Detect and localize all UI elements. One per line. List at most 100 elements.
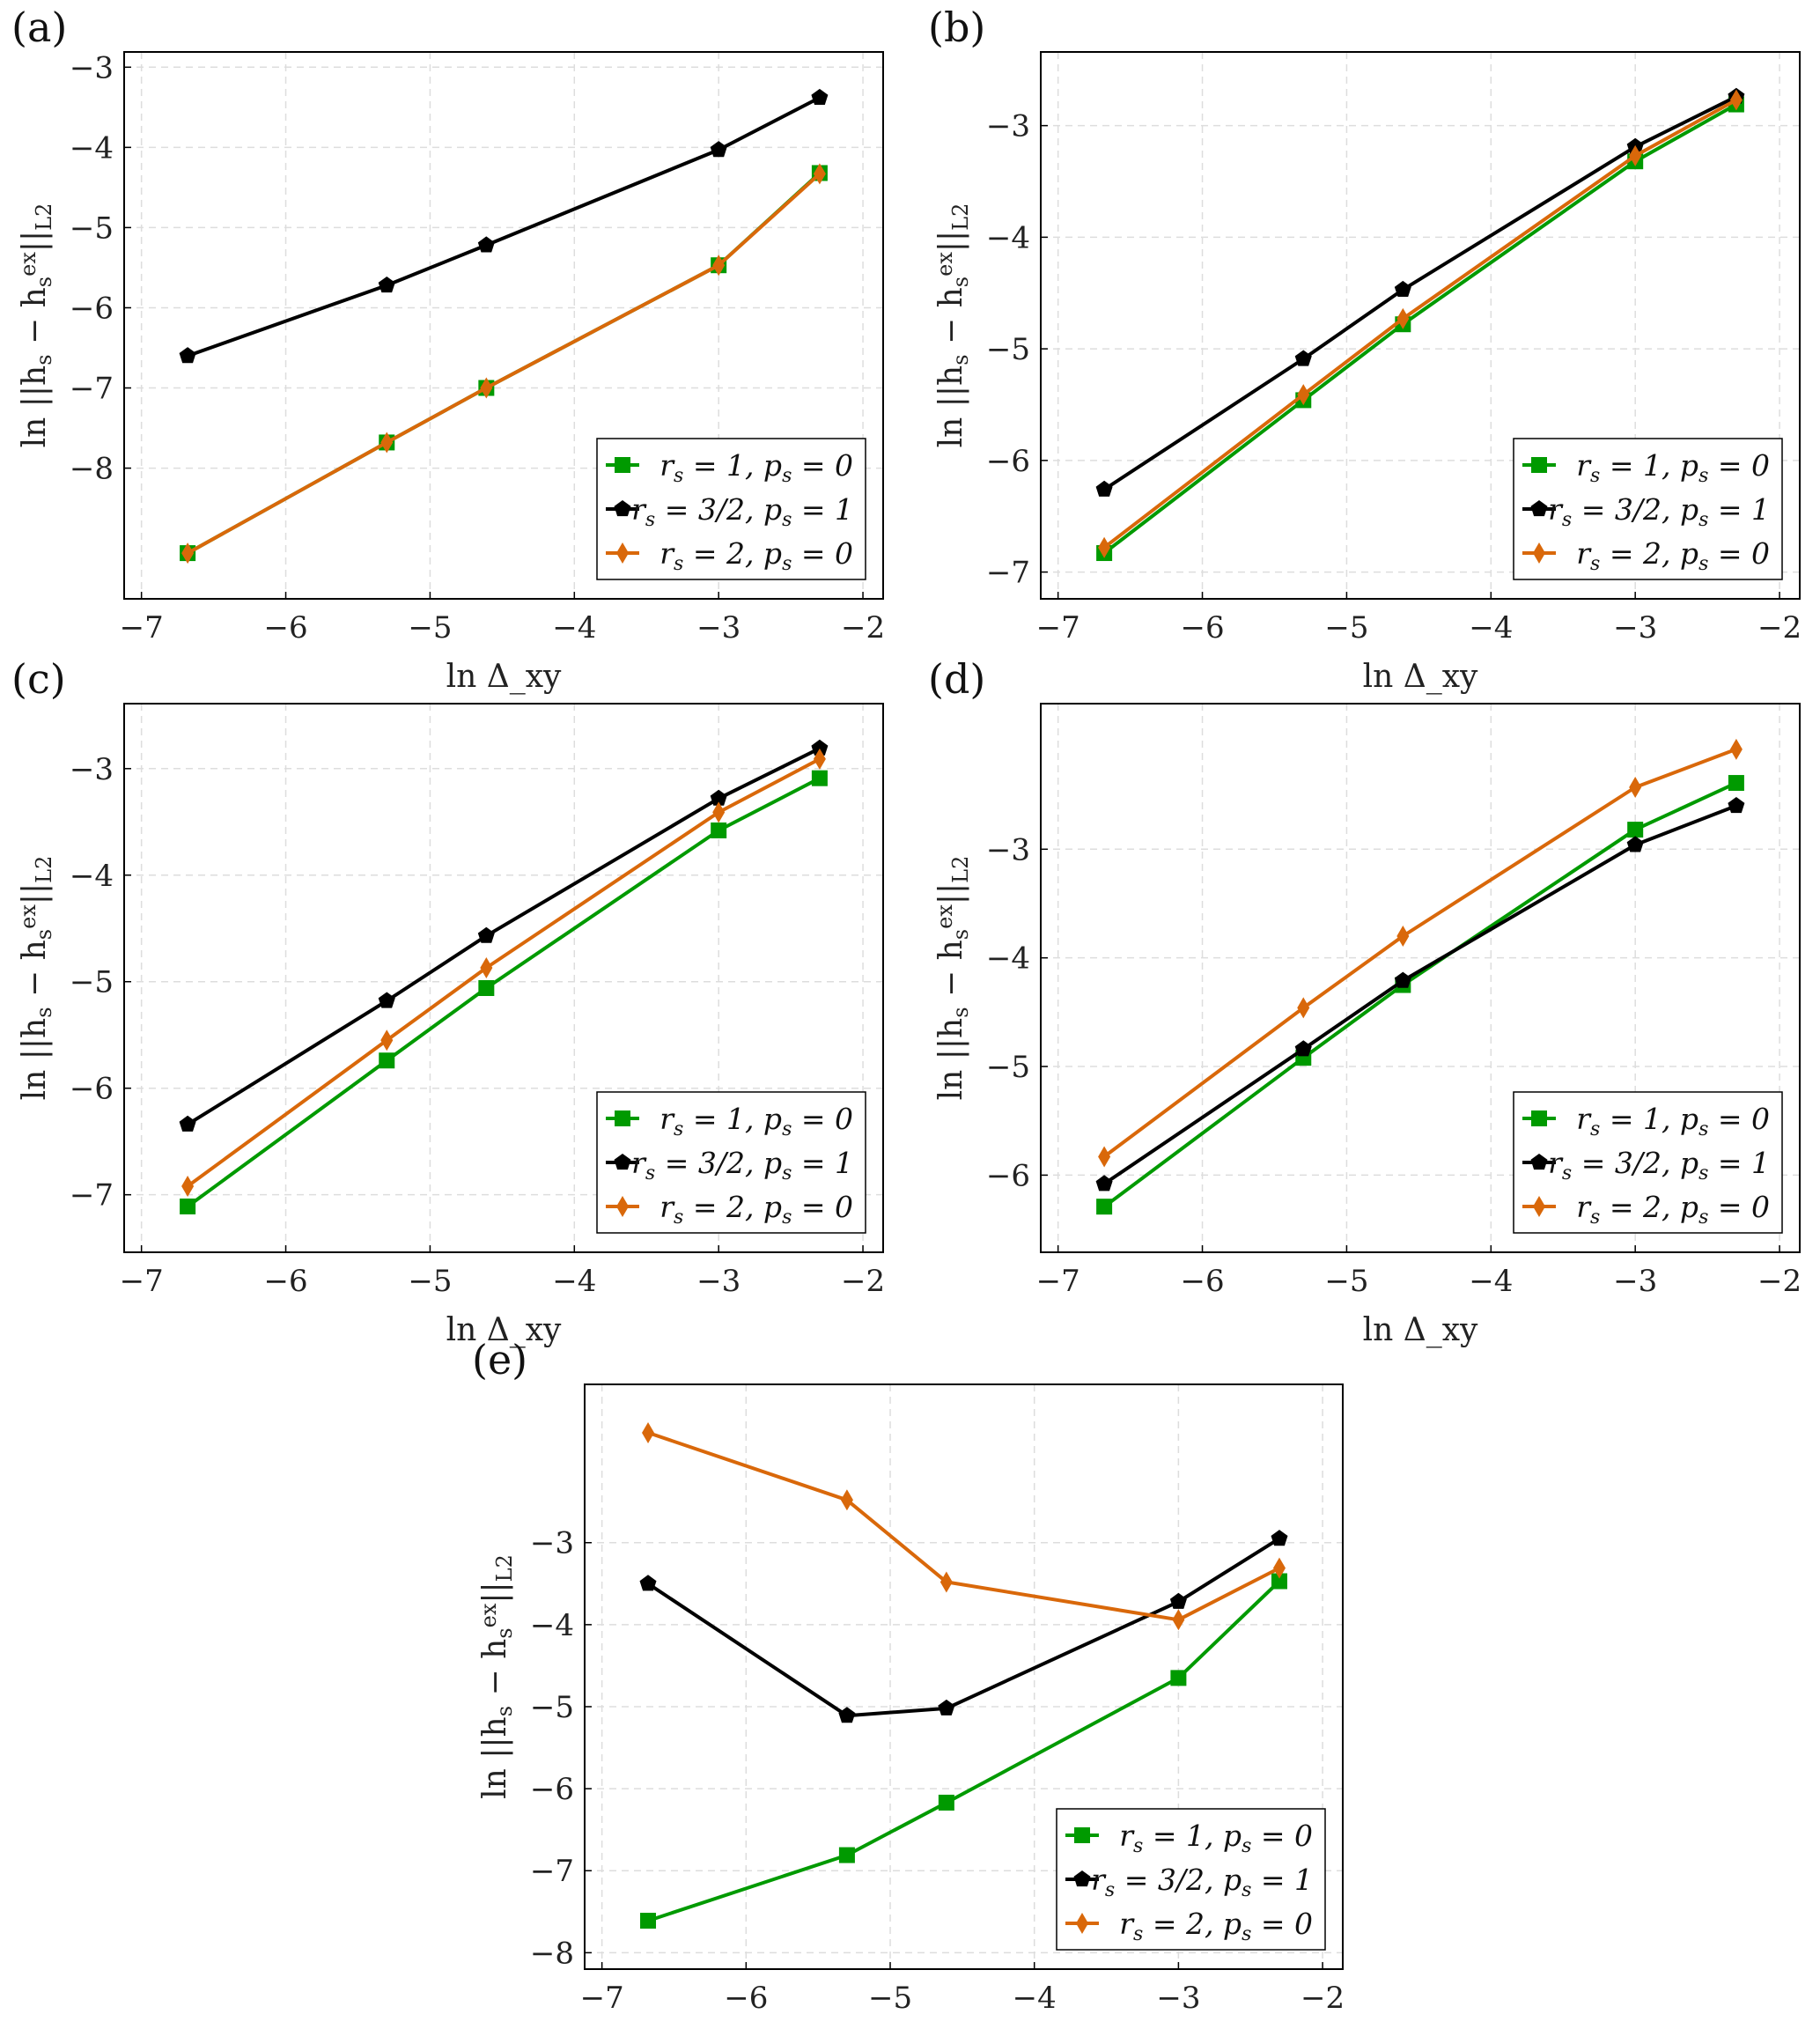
data-point <box>712 255 726 277</box>
y-tick-label: −3 <box>70 50 114 85</box>
series-2 <box>1098 738 1743 1168</box>
legend-label: rs = 2, ps = 0 <box>659 536 853 575</box>
data-point <box>179 1115 196 1132</box>
legend: rs = 1, ps = 0 rs = 3/2, ps = 1 rs = 2, ps… <box>596 1091 866 1234</box>
data-point <box>180 1198 196 1214</box>
x-tick-label: −2 <box>1757 1264 1802 1299</box>
panel-label: (d) <box>928 655 985 703</box>
legend-label: rs = 1, ps = 0 <box>659 448 853 487</box>
y-tick-label: −4 <box>530 1608 574 1643</box>
y-tick-label: −3 <box>70 752 114 787</box>
data-point <box>811 770 828 786</box>
legend-label: rs = 3/2, ps = 1 <box>631 1146 853 1184</box>
data-point <box>378 277 395 293</box>
data-point <box>1272 1557 1286 1579</box>
series-2 <box>642 1421 1286 1631</box>
data-point <box>712 801 726 823</box>
legend-marker <box>1530 500 1548 517</box>
data-point <box>478 979 495 996</box>
legend-box <box>1056 1808 1326 1951</box>
series-0 <box>180 770 828 1214</box>
series-line <box>187 747 821 1126</box>
series-1 <box>1095 797 1745 1192</box>
y-tick-label: −5 <box>986 1050 1030 1085</box>
legend-marker <box>1533 542 1545 564</box>
data-point <box>1297 384 1310 406</box>
data-point <box>1728 797 1745 814</box>
y-tick-label: −3 <box>986 832 1030 867</box>
y-tick-label: −6 <box>986 444 1030 479</box>
panel-b: (b) −7 −6 −5 −4 −3 −2 −7 −6 −5 −4 −3 ln Δ_xy ln ||hs … <box>928 4 1802 695</box>
panel-label: (a) <box>11 4 67 51</box>
legend-label: rs = 2, ps = 0 <box>659 1190 853 1228</box>
y-tick-label: −7 <box>530 1854 574 1889</box>
data-point <box>1629 144 1642 166</box>
data-point <box>1394 971 1411 988</box>
x-tick-label: −7 <box>1036 610 1080 646</box>
data-point <box>1396 926 1410 948</box>
y-tick-label: −5 <box>70 210 114 246</box>
plot-frame <box>123 51 884 600</box>
x-tick-label: −5 <box>1324 610 1368 646</box>
legend-label: rs = 3/2, ps = 1 <box>1091 1863 1313 1901</box>
x-tick-label: −2 <box>841 1264 885 1299</box>
legend-marker <box>1533 1196 1545 1217</box>
x-tick-label: −3 <box>1156 1981 1200 2016</box>
y-tick-label: −5 <box>986 332 1030 367</box>
y-tick-label: −6 <box>70 1072 114 1107</box>
data-point <box>480 377 493 399</box>
plot-frame <box>1040 703 1801 1253</box>
data-point <box>640 1913 657 1929</box>
x-tick-label: −4 <box>1013 1981 1057 2016</box>
legend-marker <box>1074 1827 1090 1843</box>
data-point <box>1629 776 1642 798</box>
data-point <box>840 1489 853 1511</box>
y-tick-label: −7 <box>986 556 1030 591</box>
series-1 <box>639 1530 1288 1723</box>
data-point <box>181 542 195 564</box>
data-point <box>1626 836 1644 852</box>
x-axis-label: ln Δ_xy <box>446 659 562 695</box>
series-2 <box>1098 89 1743 558</box>
legend-box <box>1513 438 1783 580</box>
legend-label: rs = 1, ps = 0 <box>1576 1102 1770 1140</box>
x-tick-label: −5 <box>408 610 452 646</box>
data-point <box>1170 1670 1187 1686</box>
data-point <box>710 141 727 158</box>
x-tick-label: −2 <box>1757 610 1802 646</box>
legend: rs = 1, ps = 0 rs = 3/2, ps = 1 rs = 2, ps… <box>1056 1808 1326 1951</box>
legend-label: rs = 3/2, ps = 1 <box>1548 1146 1770 1184</box>
data-point <box>811 739 829 756</box>
data-point <box>380 1029 394 1051</box>
data-point <box>711 822 727 838</box>
series-2 <box>181 163 826 564</box>
y-tick-label: −4 <box>986 220 1030 255</box>
panel-label: (b) <box>928 4 985 51</box>
data-point <box>1095 1175 1113 1192</box>
x-tick-label: −7 <box>120 610 164 646</box>
y-tick-label: −7 <box>70 1178 114 1214</box>
data-point <box>642 1421 655 1443</box>
y-axis-label: ln ||hs − hsex||L2 <box>16 203 56 448</box>
data-point <box>1271 1530 1288 1546</box>
y-axis-label: ln ||hs − hsex||L2 <box>16 856 56 1101</box>
x-tick-label: −2 <box>841 610 885 646</box>
data-point <box>1294 350 1312 366</box>
y-tick-label: −4 <box>70 859 114 894</box>
legend-marker <box>1076 1913 1088 1934</box>
legend: rs = 1, ps = 0 rs = 3/2, ps = 1 rs = 2, ps… <box>1513 438 1783 580</box>
legend-label: rs = 2, ps = 0 <box>1119 1907 1313 1945</box>
y-tick-label: −5 <box>530 1690 574 1725</box>
y-axis-label: ln ||hs − hsex||L2 <box>932 856 973 1101</box>
x-tick-label: −3 <box>1613 1264 1657 1299</box>
data-point <box>710 789 727 806</box>
data-point <box>939 1571 953 1593</box>
legend-marker <box>614 500 631 517</box>
x-tick-label: −4 <box>552 610 596 646</box>
series-1 <box>179 739 829 1132</box>
data-point <box>181 1175 195 1197</box>
legend-box <box>596 1091 866 1234</box>
